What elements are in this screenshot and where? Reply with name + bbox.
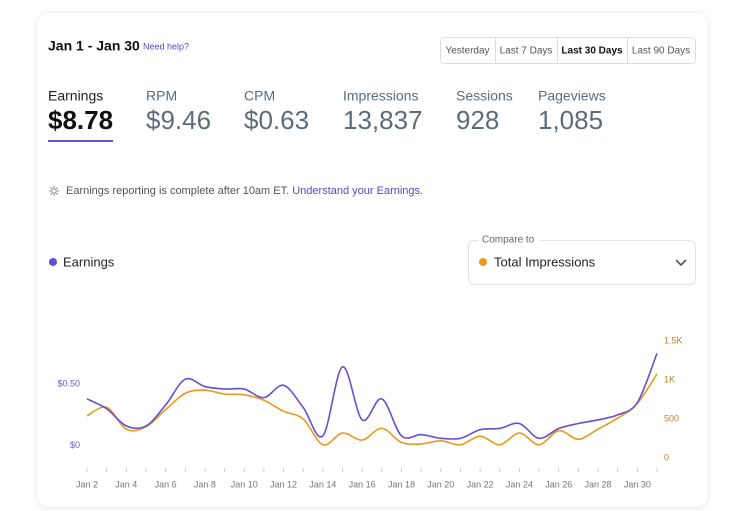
compare-label: Compare to: [482, 235, 535, 246]
metric-label[interactable]: Earnings: [48, 88, 103, 104]
metric-underline: [48, 140, 114, 142]
legend-dot: [479, 258, 487, 266]
metric-label[interactable]: Pageviews: [538, 88, 606, 104]
x-tick-label: Jan 4: [115, 479, 137, 489]
x-tick-label: Jan 26: [545, 479, 572, 489]
metric-value[interactable]: 13,837: [343, 105, 423, 135]
x-tick-label: Jan 6: [155, 479, 177, 489]
x-tick-label: Jan 12: [270, 479, 297, 489]
series-line: [86, 373, 658, 446]
x-tick-label: Jan 8: [194, 479, 216, 489]
metric-value[interactable]: $8.78: [48, 105, 113, 135]
label-bg: [478, 234, 540, 246]
y-tick-label: $0.50: [57, 378, 80, 388]
note: Earnings reporting is complete after 10a…: [66, 185, 423, 197]
tab-group: [440, 37, 696, 64]
y2-tick-label: 1K: [664, 374, 675, 384]
y2-tick-label: 1.5K: [664, 335, 683, 345]
metric-value[interactable]: $0.63: [244, 105, 309, 135]
tab[interactable]: Last 7 Days: [500, 46, 553, 57]
metric-label[interactable]: CPM: [244, 88, 275, 104]
x-tick-label: Jan 24: [506, 479, 533, 489]
x-tick-label: Jan 14: [309, 479, 336, 489]
legend-label: Earnings: [63, 254, 115, 269]
chevron: [675, 259, 687, 267]
y-tick-label: $0: [70, 440, 80, 450]
note-text: Earnings reporting is complete after 10a…: [66, 185, 289, 197]
metric-label[interactable]: Sessions: [456, 88, 513, 104]
metric-value[interactable]: 928: [456, 105, 499, 135]
note-link[interactable]: Understand your Earnings.: [292, 185, 423, 197]
x-tick-label: Jan 20: [427, 479, 454, 489]
tab[interactable]: Last 30 Days: [561, 46, 623, 57]
help-link[interactable]: Need help?: [143, 41, 189, 51]
x-tick-label: Jan 30: [624, 479, 651, 489]
metric-label[interactable]: RPM: [146, 88, 177, 104]
compare-value: Total Impressions: [494, 254, 596, 269]
y2-tick-label: 500: [664, 413, 679, 423]
x-tick-label: Jan 28: [585, 479, 612, 489]
series-line: [86, 353, 658, 440]
legend-dot: [49, 258, 57, 266]
date-range: Jan 1 - Jan 30: [48, 38, 140, 54]
y2-tick-label: 0: [664, 452, 669, 462]
x-tick-label: Jan 10: [231, 479, 258, 489]
tab[interactable]: Yesterday: [445, 46, 489, 57]
metric-label[interactable]: Impressions: [343, 88, 418, 104]
card: [37, 13, 708, 507]
info-icon: [49, 186, 59, 196]
metric-value[interactable]: $9.46: [146, 105, 211, 135]
tab[interactable]: Last 90 Days: [632, 46, 690, 57]
x-tick-label: Jan 18: [388, 479, 415, 489]
x-tick-label: Jan 22: [467, 479, 494, 489]
compare-dropdown[interactable]: [468, 240, 696, 285]
x-tick-label: Jan 2: [76, 479, 98, 489]
x-tick-label: Jan 16: [349, 479, 376, 489]
metric-value[interactable]: 1,085: [538, 105, 603, 135]
